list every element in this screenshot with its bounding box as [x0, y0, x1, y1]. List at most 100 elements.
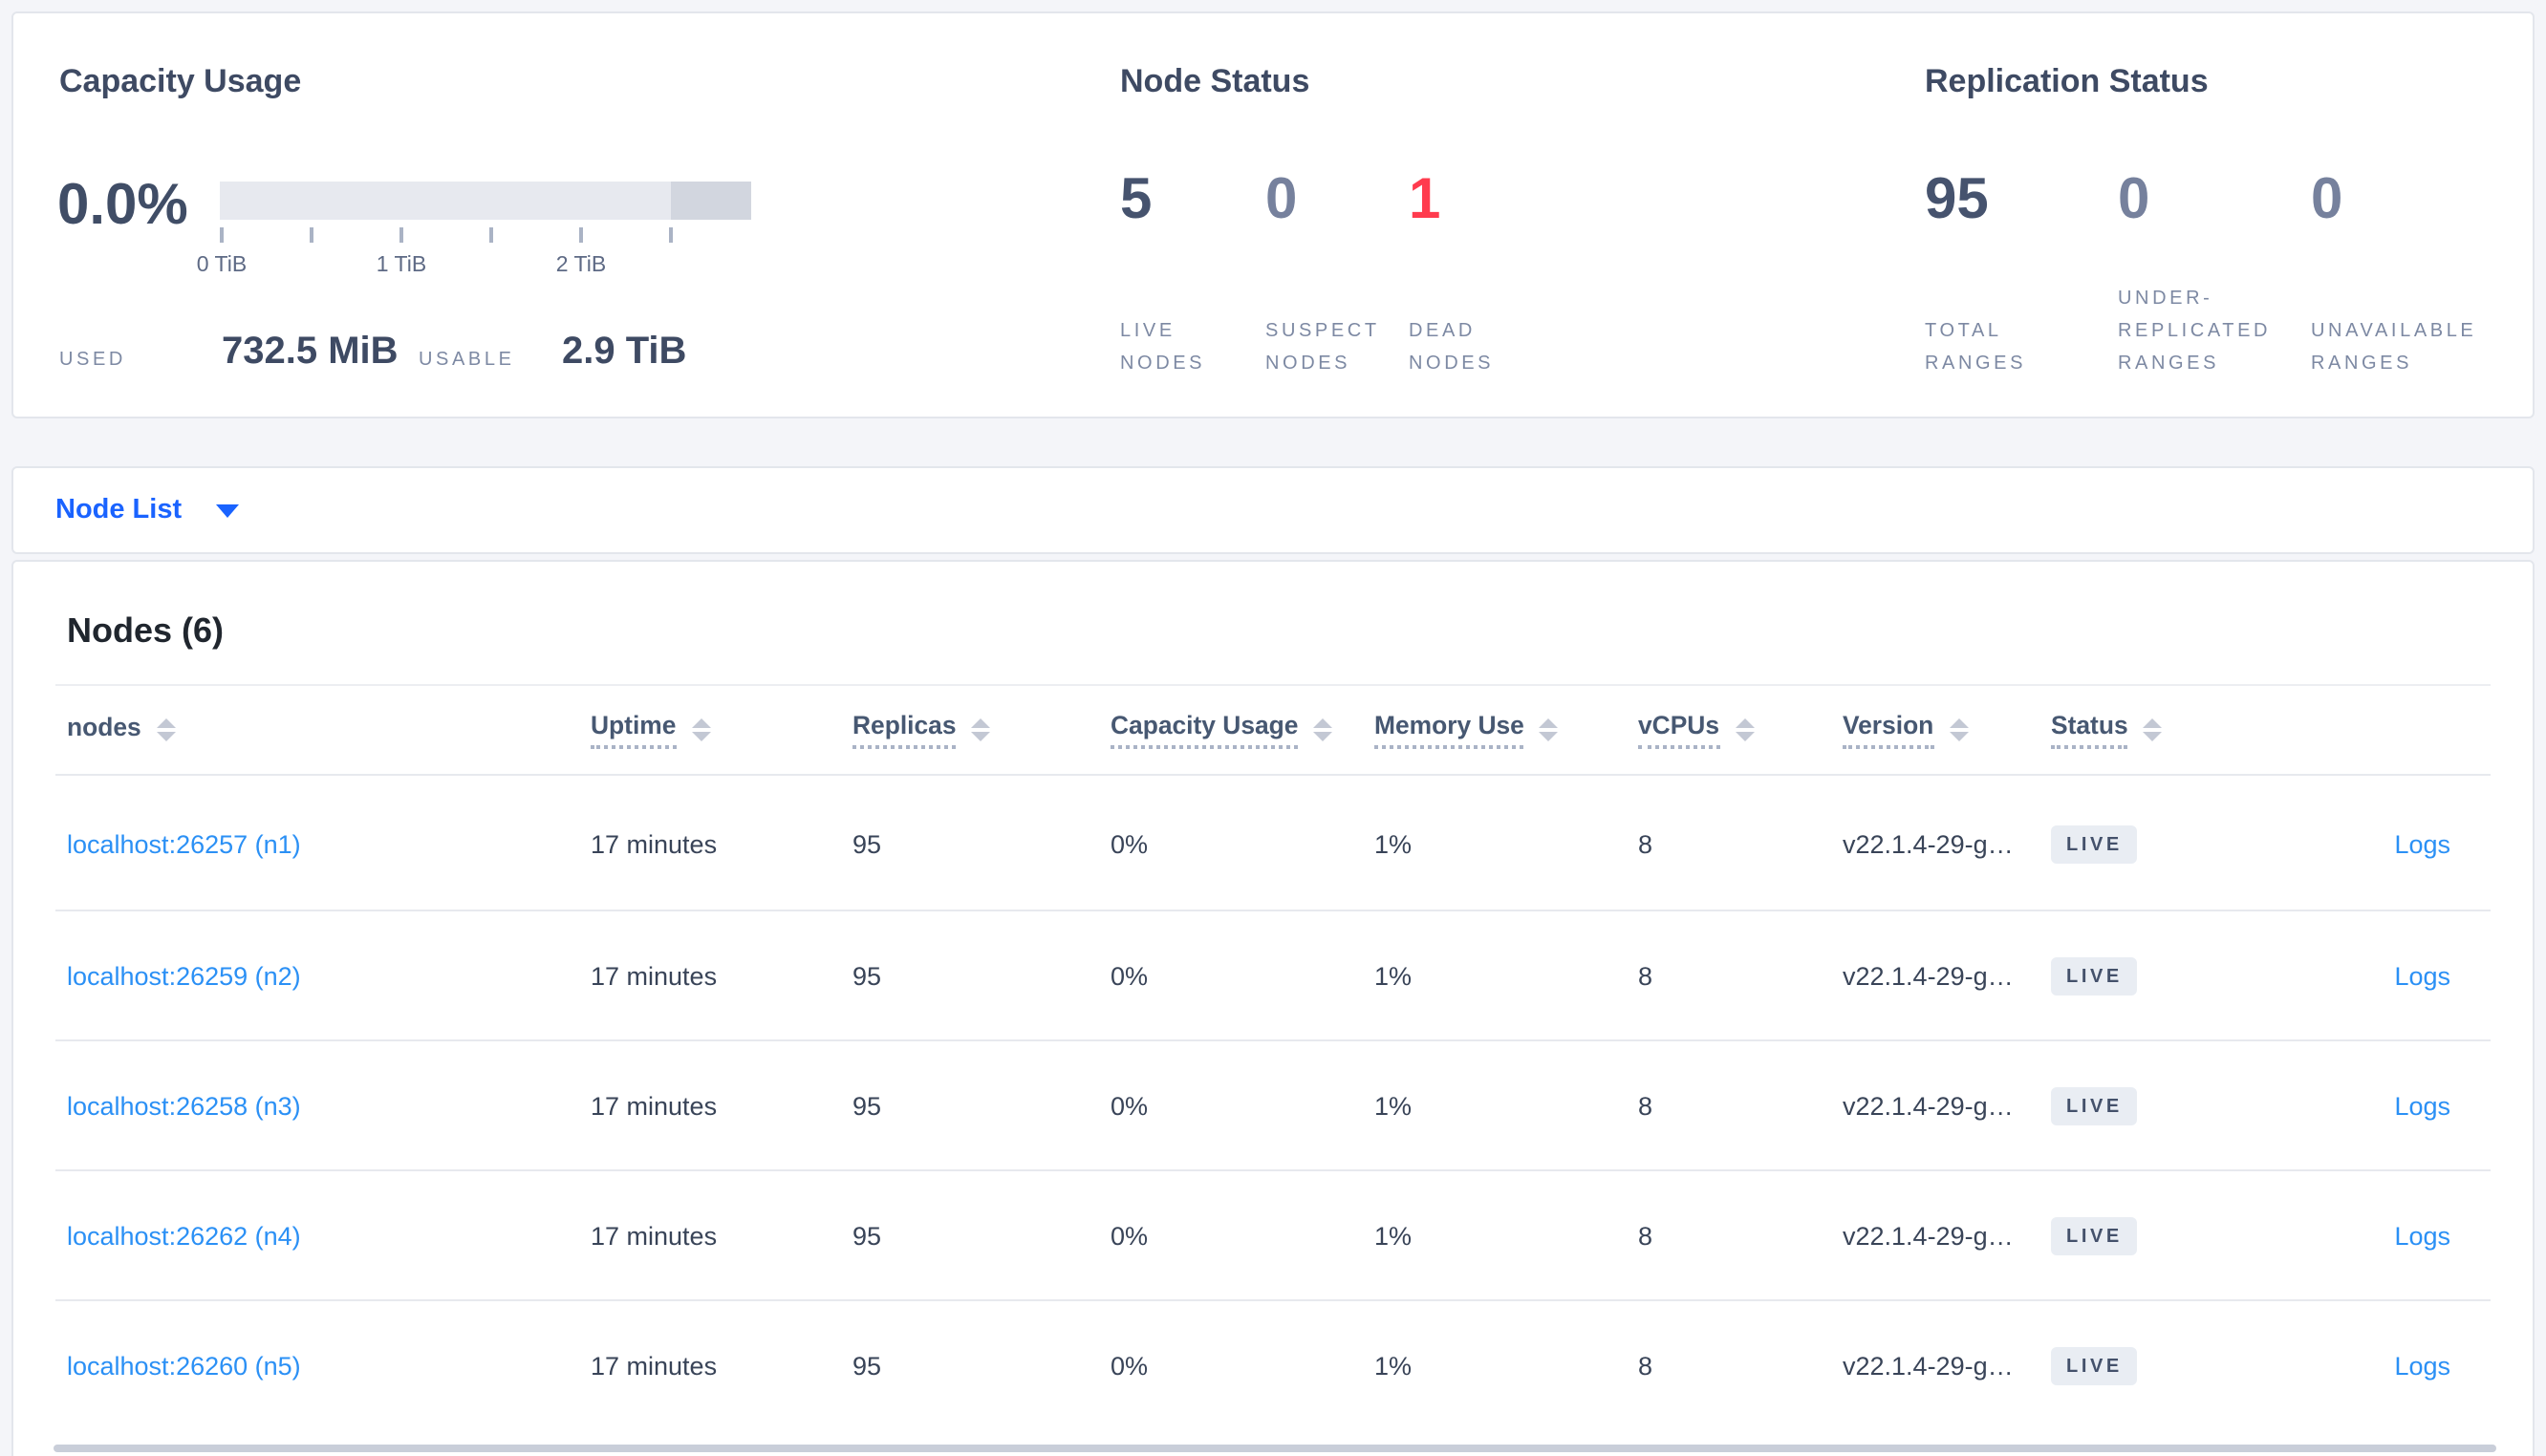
suspect-nodes-count: 0	[1265, 168, 1298, 231]
uptime-cell: 17 minutes	[591, 829, 718, 858]
replicas-cell: 95	[852, 962, 882, 991]
memory-cell: 1%	[1374, 962, 1413, 991]
table-row: localhost:26262 (n4) 17 minutes 95 0% 1%…	[13, 1171, 2533, 1301]
row-divider	[55, 1299, 2491, 1301]
version-cell: v22.1.4-29-g…	[1843, 962, 2014, 991]
capacity-usage-title: Capacity Usage	[59, 63, 302, 99]
replicas-cell: 95	[852, 1092, 882, 1121]
used-value: 732.5 MiB	[222, 331, 399, 373]
live-nodes-label: LIVE NODES	[1120, 321, 1206, 375]
node-link[interactable]: localhost:26257 (n1)	[67, 829, 301, 858]
axis-tick	[669, 227, 673, 243]
sort-icon	[1949, 718, 1969, 741]
chevron-down-icon	[216, 503, 240, 517]
table-row: localhost:26257 (n1) 17 minutes 95 0% 1%…	[13, 776, 2533, 911]
node-link[interactable]: localhost:26259 (n2)	[67, 962, 301, 991]
column-header-vcpus[interactable]: vCPUs	[1638, 711, 1755, 749]
memory-cell: 1%	[1374, 1092, 1413, 1121]
table-row: localhost:26260 (n5) 17 minutes 95 0% 1%…	[13, 1301, 2533, 1431]
status-cell: LIVE	[2051, 824, 2138, 863]
vcpus-cell: 8	[1638, 1222, 1653, 1251]
capacity-bar-chart	[220, 182, 751, 220]
logs-link[interactable]: Logs	[2394, 1092, 2450, 1121]
memory-cell: 1%	[1374, 829, 1413, 858]
axis-tick	[579, 227, 583, 243]
unavailable-ranges-count: 0	[2311, 168, 2343, 231]
node-list-dropdown[interactable]: Node List	[55, 468, 240, 552]
logs-link[interactable]: Logs	[2394, 962, 2450, 991]
column-header-status[interactable]: Status	[2051, 711, 2163, 749]
view-selector-bar: Node List	[11, 466, 2535, 554]
capacity-cell: 0%	[1111, 1222, 1149, 1251]
capacity-cell: 0%	[1111, 962, 1149, 991]
version-cell: v22.1.4-29-g…	[1843, 829, 2014, 858]
table-header-row: nodes Uptime Replicas Capacity Usage Mem…	[13, 684, 2533, 776]
node-link[interactable]: localhost:26260 (n5)	[67, 1352, 301, 1381]
nodes-section-title: Nodes (6)	[67, 611, 225, 650]
capacity-cell: 0%	[1111, 1352, 1149, 1381]
axis-tick	[220, 227, 224, 243]
usable-value: 2.9 TiB	[562, 331, 687, 373]
node-status-title: Node Status	[1120, 63, 1310, 99]
table-row: localhost:26259 (n2) 17 minutes 95 0% 1%…	[13, 911, 2533, 1041]
uptime-cell: 17 minutes	[591, 1092, 718, 1121]
column-header-replicas[interactable]: Replicas	[852, 711, 991, 749]
table-row: localhost:26258 (n3) 17 minutes 95 0% 1%…	[13, 1041, 2533, 1171]
column-header-memory-use[interactable]: Memory Use	[1374, 711, 1559, 749]
vcpus-cell: 8	[1638, 829, 1653, 858]
status-badge: LIVE	[2051, 1347, 2138, 1385]
capacity-cell: 0%	[1111, 1092, 1149, 1121]
column-header-nodes[interactable]: nodes	[67, 713, 176, 747]
axis-tick-label: 0 TiB	[196, 254, 248, 277]
usable-label: USABLE	[419, 350, 515, 371]
memory-cell: 1%	[1374, 1222, 1413, 1251]
logs-link[interactable]: Logs	[2394, 1352, 2450, 1381]
version-cell: v22.1.4-29-g…	[1843, 1352, 2014, 1381]
replication-status-title: Replication Status	[1925, 63, 2209, 99]
replicas-cell: 95	[852, 829, 882, 858]
status-cell: LIVE	[2051, 957, 2138, 996]
status-badge: LIVE	[2051, 824, 2138, 863]
vcpus-cell: 8	[1638, 962, 1653, 991]
uptime-cell: 17 minutes	[591, 1222, 718, 1251]
suspect-nodes-label: SUSPECT NODES	[1265, 321, 1380, 375]
sort-icon	[971, 718, 991, 741]
replicas-cell: 95	[852, 1222, 882, 1251]
nodes-table: nodes Uptime Replicas Capacity Usage Mem…	[13, 684, 2533, 1431]
capacity-axis: 0 TiB 1 TiB 2 TiB	[197, 227, 751, 277]
horizontal-scrollbar-thumb[interactable]	[54, 1445, 2496, 1452]
sort-icon	[2143, 718, 2163, 741]
row-divider	[55, 1039, 2491, 1041]
axis-tick-label: 2 TiB	[555, 254, 607, 277]
uptime-cell: 17 minutes	[591, 1352, 718, 1381]
unavailable-ranges-label: UNAVAILABLE RANGES	[2311, 321, 2477, 375]
axis-tick	[489, 227, 493, 243]
replicas-cell: 95	[852, 1352, 882, 1381]
node-link[interactable]: localhost:26262 (n4)	[67, 1222, 301, 1251]
under-replicated-ranges-label: UNDER-REPLICATED RANGES	[2118, 289, 2272, 375]
header-divider	[55, 774, 2491, 776]
node-link[interactable]: localhost:26258 (n3)	[67, 1092, 301, 1121]
capacity-bar-dark-segment	[671, 182, 751, 220]
version-cell: v22.1.4-29-g…	[1843, 1222, 2014, 1251]
dead-nodes-count: 1	[1409, 168, 1441, 231]
vcpus-cell: 8	[1638, 1092, 1653, 1121]
logs-link[interactable]: Logs	[2394, 829, 2450, 858]
column-header-uptime[interactable]: Uptime	[591, 711, 711, 749]
table-top-rule	[55, 684, 2491, 686]
total-ranges-count: 95	[1925, 168, 1989, 231]
column-header-version[interactable]: Version	[1843, 711, 1969, 749]
logs-link[interactable]: Logs	[2394, 1222, 2450, 1251]
axis-tick-label: 1 TiB	[376, 254, 427, 277]
row-divider	[55, 910, 2491, 911]
sort-icon	[156, 718, 176, 741]
memory-cell: 1%	[1374, 1352, 1413, 1381]
vcpus-cell: 8	[1638, 1352, 1653, 1381]
dead-nodes-label: DEAD NODES	[1409, 321, 1495, 375]
column-header-capacity-usage[interactable]: Capacity Usage	[1111, 711, 1333, 749]
sort-icon	[1313, 718, 1333, 741]
row-divider	[55, 1169, 2491, 1171]
status-badge: LIVE	[2051, 1087, 2138, 1125]
sort-icon	[1735, 718, 1755, 741]
nodes-table-card: Nodes (6) nodes Uptime Replicas Ca	[11, 560, 2535, 1456]
